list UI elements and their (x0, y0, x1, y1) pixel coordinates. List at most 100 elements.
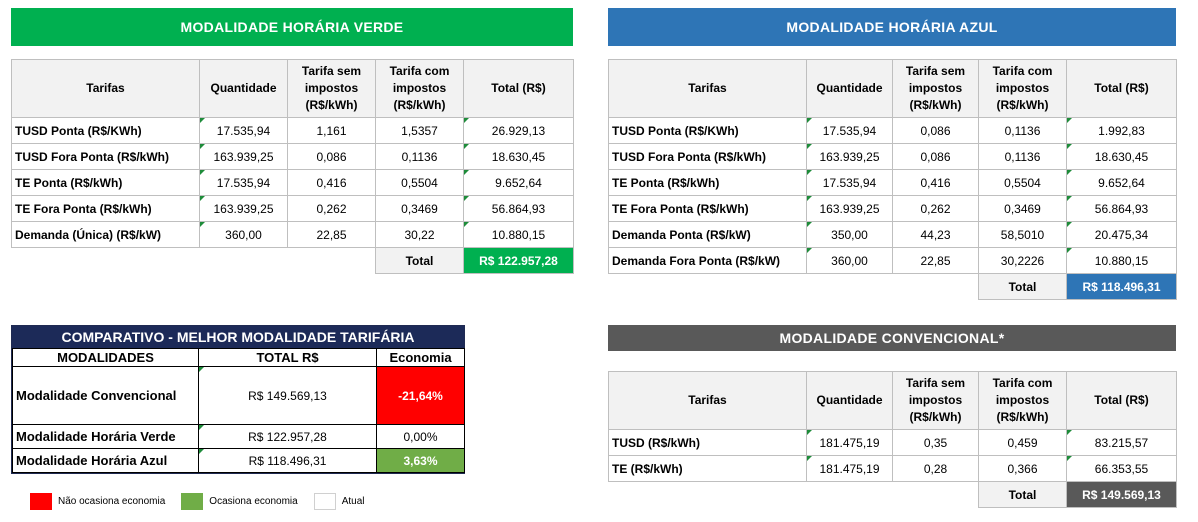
azul-row: TUSD Fora Ponta (R$/kWh) 163.939,25 0,086 0… (608, 143, 1177, 170)
verde-row-label: TUSD Ponta (R$/KWh) (11, 117, 200, 144)
azul-row-quantidade: 17.535,94 (806, 169, 893, 196)
verde-row-label: TUSD Fora Ponta (R$/kWh) (11, 143, 200, 170)
verde-title-banner: MODALIDADE HORÁRIA VERDE (11, 8, 573, 46)
azul-header-tarifa-com-impostos: Tarifa com impostos (R$/kWh) (978, 59, 1067, 118)
comparativo-header-total: TOTAL R$ (198, 348, 377, 367)
comparativo-header-economia: Economia (376, 348, 465, 367)
verde-header-tarifas: Tarifas (11, 59, 200, 118)
azul-total-label: Total (978, 273, 1067, 300)
convencional-header-tarifa-sem-impostos: Tarifa sem impostos (R$/kWh) (892, 371, 979, 430)
verde-row-total: 10.880,15 (463, 221, 574, 248)
convencional-row-total: 66.353,55 (1066, 455, 1177, 482)
verde-row-tarifa-com: 30,22 (375, 221, 464, 248)
azul-total-value: R$ 118.496,31 (1066, 273, 1177, 300)
empty-cell (807, 274, 893, 300)
azul-row-total: 1.992,83 (1066, 117, 1177, 144)
azul-row-quantidade: 163.939,25 (806, 143, 893, 170)
convencional-header-total: Total (R$) (1066, 371, 1177, 430)
empty-cell (893, 274, 979, 300)
azul-row-label: TUSD Ponta (R$/KWh) (608, 117, 807, 144)
azul-row: TE Ponta (R$/kWh) 17.535,94 0,416 0,5504 9.6… (608, 169, 1177, 196)
convencional-title: MODALIDADE CONVENCIONAL* (779, 330, 1005, 346)
azul-header-tarifas: Tarifas (608, 59, 807, 118)
convencional-row-total: 83.215,57 (1066, 429, 1177, 456)
convencional-header-tarifas: Tarifas (608, 371, 807, 430)
verde-row-tarifa-com: 0,5504 (375, 169, 464, 196)
verde-total-row: Total R$ 122.957,28 (12, 247, 574, 274)
verde-row-label: Demanda (Única) (R$/kW) (11, 221, 200, 248)
azul-title: MODALIDADE HORÁRIA AZUL (786, 19, 998, 35)
comparativo-row-total: R$ 122.957,28 (198, 424, 377, 449)
azul-row-quantidade: 163.939,25 (806, 195, 893, 222)
azul-row-tarifa-sem: 0,416 (892, 169, 979, 196)
convencional-row-label: TUSD (R$/kWh) (608, 429, 807, 456)
empty-cell (609, 482, 807, 508)
convencional-header-tarifa-com-impostos: Tarifa com impostos (R$/kWh) (978, 371, 1067, 430)
verde-row-quantidade: 163.939,25 (199, 195, 288, 222)
convencional-row-tarifa-com: 0,366 (978, 455, 1067, 482)
verde-row-label: TE Ponta (R$/kWh) (11, 169, 200, 196)
azul-row-total: 56.864,93 (1066, 195, 1177, 222)
verde-row-tarifa-sem: 0,086 (287, 143, 376, 170)
azul-row-tarifa-com: 30,2226 (978, 247, 1067, 274)
comparativo-row: Modalidade Horária Verde R$ 122.957,28 0… (12, 424, 465, 449)
verde-row-quantidade: 360,00 (199, 221, 288, 248)
azul-row-label: Demanda Ponta (R$/kW) (608, 221, 807, 248)
azul-row-tarifa-com: 0,3469 (978, 195, 1067, 222)
convencional-row-label: TE (R$/kWh) (608, 455, 807, 482)
empty-cell (807, 482, 893, 508)
azul-row-tarifa-com: 0,1136 (978, 143, 1067, 170)
azul-row-quantidade: 360,00 (806, 247, 893, 274)
verde-row-quantidade: 163.939,25 (199, 143, 288, 170)
convencional-row-tarifa-sem: 0,28 (892, 455, 979, 482)
azul-row-tarifa-com: 0,5504 (978, 169, 1067, 196)
comparativo-panel: COMPARATIVO - MELHOR MODALIDADE TARIFÁRI… (11, 325, 465, 474)
verde-total-value: R$ 122.957,28 (463, 247, 574, 274)
verde-row: TUSD Fora Ponta (R$/kWh) 163.939,25 0,086 0… (11, 143, 574, 170)
comparativo-row: Modalidade Horária Azul R$ 118.496,31 3,… (12, 448, 465, 473)
azul-row-label: TUSD Fora Ponta (R$/kWh) (608, 143, 807, 170)
convencional-title-banner: MODALIDADE CONVENCIONAL* (608, 325, 1176, 351)
comparativo-header-modalidades: MODALIDADES (12, 348, 199, 367)
verde-row-quantidade: 17.535,94 (199, 117, 288, 144)
azul-row: TUSD Ponta (R$/KWh) 17.535,94 0,086 0,1136 1… (608, 117, 1177, 144)
legend-swatch-red (30, 493, 52, 510)
convencional-total-value: R$ 149.569,13 (1066, 481, 1177, 508)
comparativo-row-economia: 3,63% (376, 448, 465, 473)
azul-title-banner: MODALIDADE HORÁRIA AZUL (608, 8, 1176, 46)
legend-label: Atual (341, 496, 365, 507)
azul-row-total: 10.880,15 (1066, 247, 1177, 274)
azul-row-label: TE Ponta (R$/kWh) (608, 169, 807, 196)
convencional-row-quantidade: 181.475,19 (806, 429, 893, 456)
comparativo-row-total: R$ 118.496,31 (198, 448, 377, 473)
azul-header-total: Total (R$) (1066, 59, 1177, 118)
verde-row-tarifa-sem: 0,416 (287, 169, 376, 196)
verde-header-tarifa-com-impostos: Tarifa com impostos (R$/kWh) (375, 59, 464, 118)
convencional-row-tarifa-sem: 0,35 (892, 429, 979, 456)
legend-swatch-white (313, 493, 336, 510)
empty-cell (12, 248, 200, 274)
azul-total-row: Total R$ 118.496,31 (609, 273, 1177, 300)
convencional-header-quantidade: Quantidade (806, 371, 893, 430)
azul-row-tarifa-sem: 22,85 (892, 247, 979, 274)
azul-row-label: TE Fora Ponta (R$/kWh) (608, 195, 807, 222)
azul-row: Demanda Ponta (R$/kW) 350,00 44,23 58,5010 2… (608, 221, 1177, 248)
azul-row-tarifa-sem: 0,262 (892, 195, 979, 222)
verde-title: MODALIDADE HORÁRIA VERDE (180, 19, 404, 35)
comparativo-row-economia: 0,00% (376, 424, 465, 449)
verde-row-total: 26.929,13 (463, 117, 574, 144)
verde-row-total: 56.864,93 (463, 195, 574, 222)
comparativo-row-economia: -21,64% (376, 366, 465, 425)
azul-header-quantidade: Quantidade (806, 59, 893, 118)
comparativo-row-label: Modalidade Convencional (12, 366, 199, 425)
comparativo-row-label: Modalidade Horária Verde (12, 424, 199, 449)
verde-header-tarifa-sem-impostos: Tarifa sem impostos (R$/kWh) (287, 59, 376, 118)
empty-cell (893, 482, 979, 508)
legend-item-atual: Atual (313, 493, 365, 510)
convencional-row: TE (R$/kWh) 181.475,19 0,28 0,366 66.353,55 (608, 455, 1177, 482)
verde-row-quantidade: 17.535,94 (199, 169, 288, 196)
azul-row-tarifa-com: 0,1136 (978, 117, 1067, 144)
convencional-total-row: Total R$ 149.569,13 (609, 481, 1177, 508)
legend-item-pos: Ocasiona economia (181, 493, 298, 510)
azul-row: Demanda Fora Ponta (R$/kW) 360,00 22,85 30,… (608, 247, 1177, 274)
